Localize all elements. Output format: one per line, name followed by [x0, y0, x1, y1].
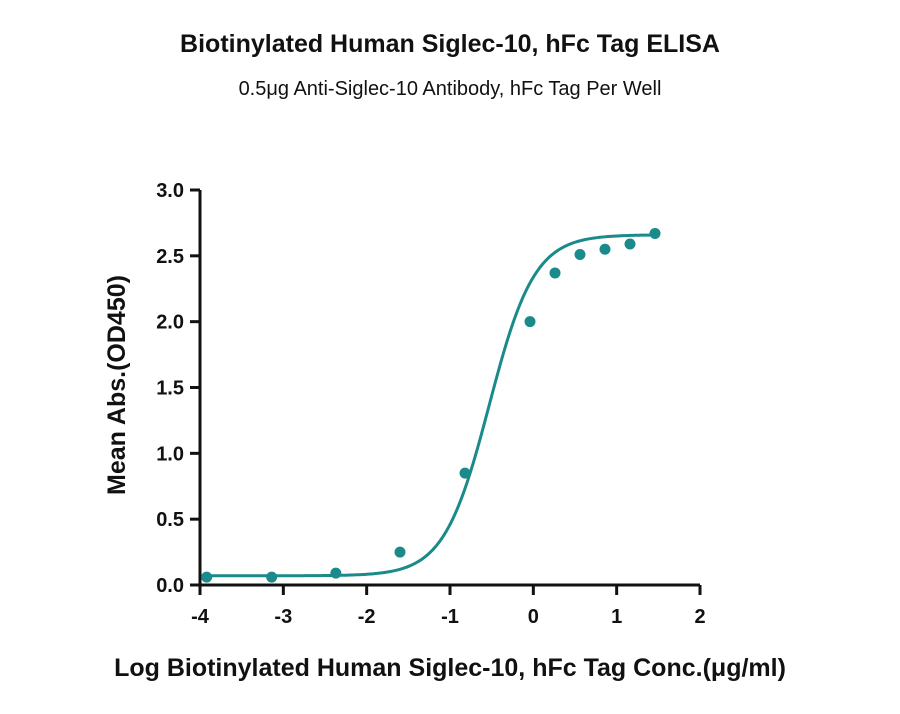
x-tick-label: 0 — [528, 606, 539, 628]
data-point — [266, 571, 278, 583]
data-points-layer — [201, 227, 661, 583]
data-point — [330, 567, 342, 579]
data-point — [549, 267, 561, 279]
data-point — [624, 238, 636, 250]
y-tick-label: 0.0 — [156, 575, 184, 597]
y-tick-label: 1.0 — [156, 443, 184, 465]
fit-curve-layer — [206, 233, 656, 578]
data-point — [599, 243, 611, 255]
y-tick-label: 3.0 — [156, 180, 184, 202]
data-point — [394, 546, 406, 558]
y-tick-label: 2.0 — [156, 312, 184, 334]
x-tick-label: -3 — [274, 606, 292, 628]
data-point — [459, 467, 471, 479]
data-point — [649, 227, 661, 239]
data-point — [201, 571, 213, 583]
y-tick-label: 1.5 — [156, 378, 184, 400]
x-axis-label: Log Biotinylated Human Siglec-10, hFc Ta… — [114, 654, 786, 682]
x-tick-label: 1 — [611, 606, 622, 628]
x-tick-label: -4 — [191, 606, 210, 628]
data-point — [574, 249, 586, 261]
x-tick-label: -2 — [358, 606, 376, 628]
fit-curve-line — [206, 233, 656, 578]
chart-subtitle: 0.5μg Anti-Siglec-10 Antibody, hFc Tag P… — [238, 78, 662, 100]
data-point — [524, 316, 536, 328]
y-tick-label: 2.5 — [156, 246, 184, 268]
chart-title: Biotinylated Human Siglec-10, hFc Tag EL… — [180, 30, 720, 58]
chart-axes: -4 -3 -2 -1 0 1 2 0.0 0.5 1.0 1.5 2.0 2.5 3.0 — [156, 180, 705, 628]
x-tick-label: 2 — [694, 606, 705, 628]
x-tick-label: -1 — [441, 606, 459, 628]
y-axis-label: Mean Abs.(OD450) — [103, 275, 131, 495]
y-tick-label: 0.5 — [156, 509, 184, 531]
